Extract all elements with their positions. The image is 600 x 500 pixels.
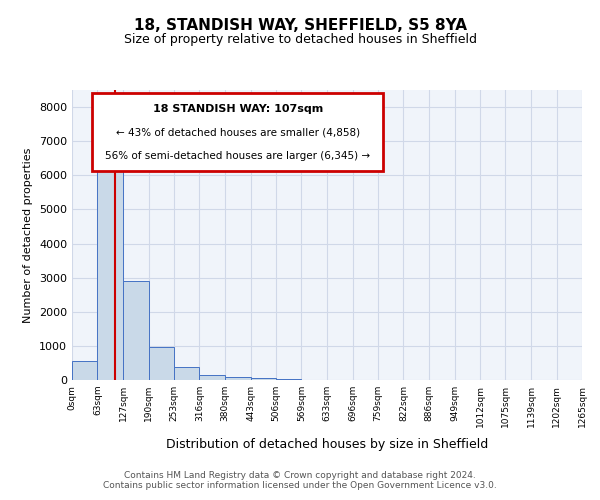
Bar	[276, 379, 301, 380]
Bar	[123, 281, 149, 380]
Text: 56% of semi-detached houses are larger (6,345) →: 56% of semi-detached houses are larger (…	[105, 151, 370, 161]
Bar	[225, 377, 251, 380]
Bar	[199, 375, 225, 380]
Text: ← 43% of detached houses are smaller (4,858): ← 43% of detached houses are smaller (4,…	[116, 128, 360, 138]
Bar	[72, 361, 97, 380]
Bar	[174, 367, 199, 380]
Text: Contains HM Land Registry data © Crown copyright and database right 2024.
Contai: Contains HM Land Registry data © Crown c…	[103, 470, 497, 490]
Bar	[251, 378, 276, 380]
Text: 18, STANDISH WAY, SHEFFIELD, S5 8YA: 18, STANDISH WAY, SHEFFIELD, S5 8YA	[133, 18, 467, 32]
Bar	[97, 164, 123, 380]
Y-axis label: Number of detached properties: Number of detached properties	[23, 148, 34, 322]
Text: Size of property relative to detached houses in Sheffield: Size of property relative to detached ho…	[124, 32, 476, 46]
X-axis label: Distribution of detached houses by size in Sheffield: Distribution of detached houses by size …	[166, 438, 488, 451]
Bar	[149, 346, 174, 380]
Text: 18 STANDISH WAY: 107sqm: 18 STANDISH WAY: 107sqm	[152, 104, 323, 115]
FancyBboxPatch shape	[92, 93, 383, 171]
